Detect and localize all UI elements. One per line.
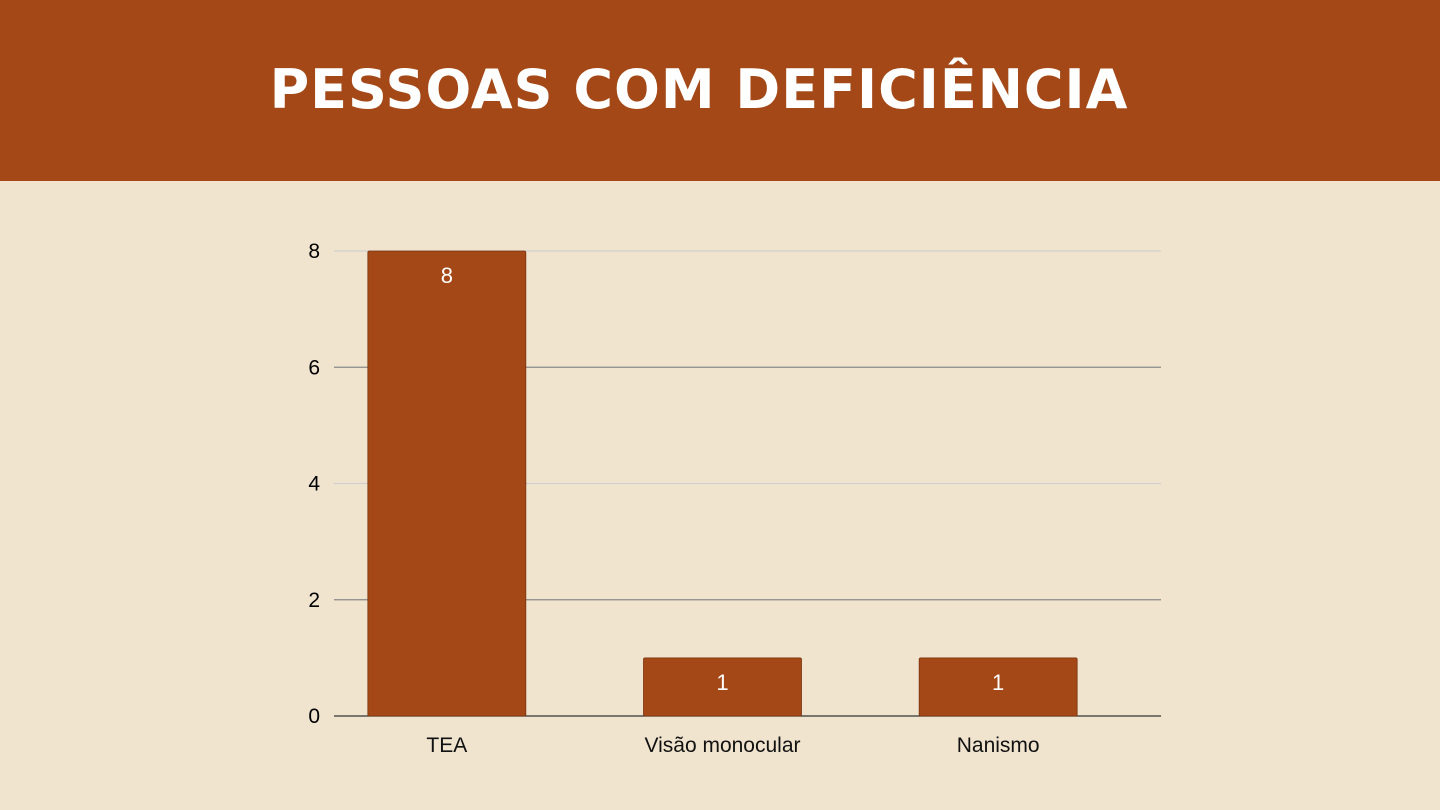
x-category-label: Nanismo bbox=[957, 734, 1040, 757]
y-tick-label: 6 bbox=[308, 356, 320, 379]
y-tick-label: 4 bbox=[308, 473, 320, 496]
x-category-label: Visão monocular bbox=[644, 734, 800, 757]
bar-value-label: 8 bbox=[441, 263, 453, 288]
bar-value-labels: 8 1 1 bbox=[441, 263, 1005, 695]
bars bbox=[367, 250, 1078, 717]
bar bbox=[367, 250, 527, 717]
bar bbox=[643, 657, 802, 717]
y-tick-label: 0 bbox=[308, 705, 320, 728]
y-tick-label: 2 bbox=[308, 589, 320, 612]
y-axis-ticks: 0 2 4 6 8 bbox=[308, 240, 320, 728]
bar-value-label: 1 bbox=[992, 670, 1004, 695]
bar-value-label: 1 bbox=[716, 670, 728, 695]
x-category-label: TEA bbox=[426, 734, 467, 757]
header-band bbox=[0, 0, 1440, 181]
y-tick-label: 8 bbox=[308, 240, 320, 263]
page-title: Pessoas com deficiência bbox=[269, 58, 1129, 121]
x-axis-categories: TEA Visão monocular Nanismo bbox=[426, 734, 1039, 757]
bar bbox=[918, 657, 1078, 717]
